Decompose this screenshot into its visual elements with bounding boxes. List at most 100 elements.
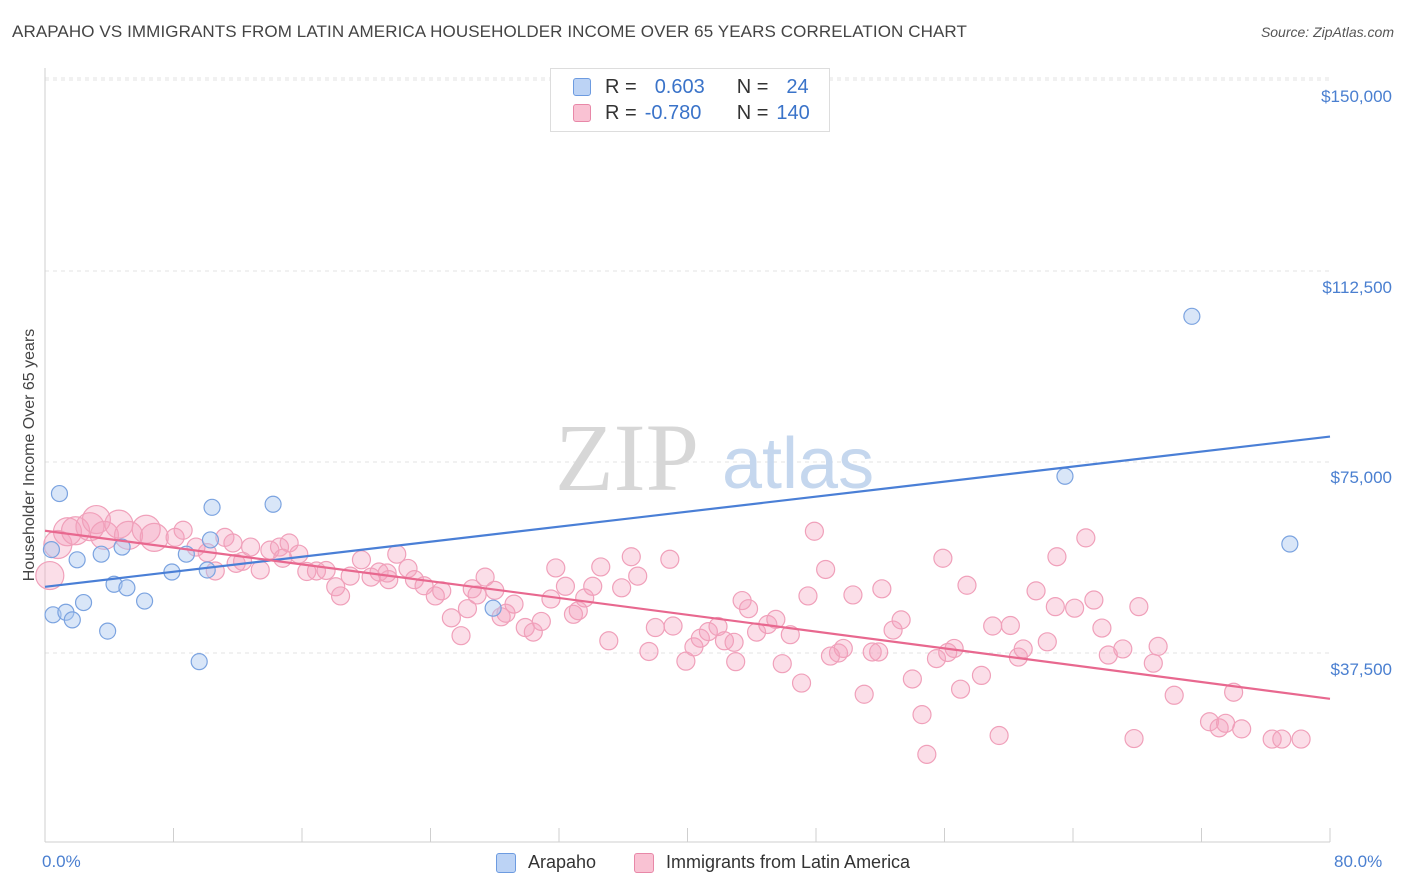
data-point-immigrants xyxy=(326,577,346,597)
data-point-immigrants xyxy=(441,608,461,628)
trend-line-arapaho xyxy=(44,435,1331,588)
data-point-arapaho xyxy=(118,579,136,597)
data-point-immigrants xyxy=(663,616,683,636)
data-point-arapaho xyxy=(484,599,502,617)
data-point-immigrants xyxy=(1272,729,1292,749)
x-tick-label-max: 80.0% xyxy=(1334,852,1383,871)
data-point-immigrants xyxy=(451,626,471,646)
data-point-immigrants xyxy=(698,622,718,642)
data-point-immigrants xyxy=(1065,598,1085,618)
data-point-immigrants xyxy=(269,537,290,557)
data-point-arapaho xyxy=(135,592,154,610)
data-point-immigrants xyxy=(583,576,603,596)
legend-swatch-arapaho xyxy=(573,78,591,96)
y-tick-label: $112,500 xyxy=(1322,278,1392,297)
watermark: ZIP atlas xyxy=(555,404,874,511)
data-point-immigrants xyxy=(531,611,551,632)
legend-item-immigrants: Immigrants from Latin America xyxy=(634,852,910,873)
data-point-immigrants xyxy=(843,585,863,605)
data-point-immigrants xyxy=(950,679,971,699)
data-point-immigrants xyxy=(820,646,841,666)
data-point-arapaho xyxy=(50,484,69,503)
data-point-arapaho xyxy=(190,653,208,671)
axes xyxy=(44,68,1331,843)
data-point-immigrants xyxy=(738,599,759,619)
r-value: 0.603 xyxy=(654,75,705,98)
r-label: R = xyxy=(605,101,637,124)
data-point-immigrants xyxy=(81,504,112,535)
data-point-immigrants xyxy=(628,566,648,586)
data-point-immigrants xyxy=(708,616,728,637)
data-point-immigrants xyxy=(1047,547,1067,567)
data-point-immigrants xyxy=(1215,713,1236,733)
data-point-immigrants xyxy=(989,725,1009,746)
data-point-immigrants xyxy=(546,558,566,578)
data-point-immigrants xyxy=(660,549,680,569)
data-point-immigrants xyxy=(724,632,744,652)
data-point-immigrants xyxy=(676,651,696,671)
data-point-immigrants xyxy=(35,560,65,591)
data-point-immigrants xyxy=(791,673,812,693)
data-point-immigrants xyxy=(1045,597,1065,617)
data-point-immigrants xyxy=(1129,597,1149,617)
data-point-immigrants xyxy=(869,642,889,662)
data-point-immigrants xyxy=(289,544,309,564)
data-point-immigrants xyxy=(926,649,947,669)
data-point-immigrants xyxy=(1143,653,1163,673)
series-arapaho xyxy=(42,307,1299,671)
data-point-immigrants xyxy=(971,665,992,686)
series-immigrants xyxy=(35,504,1311,764)
data-point-immigrants xyxy=(933,548,953,568)
data-point-immigrants xyxy=(250,560,270,580)
y-tick-label: $75,000 xyxy=(1330,468,1392,487)
data-point-immigrants xyxy=(1098,645,1118,665)
data-point-immigrants xyxy=(1076,528,1096,548)
data-point-immigrants xyxy=(1124,728,1144,749)
data-point-immigrants xyxy=(523,622,543,642)
data-point-arapaho xyxy=(99,622,117,640)
trend-line-immigrants xyxy=(44,529,1331,700)
data-point-arapaho xyxy=(68,551,86,569)
chart-title: ARAPAHO VS IMMIGRANTS FROM LATIN AMERICA… xyxy=(12,22,967,41)
data-point-arapaho xyxy=(201,531,220,549)
trend-lines xyxy=(44,435,1331,700)
data-point-immigrants xyxy=(1013,639,1033,659)
data-point-immigrants xyxy=(599,631,619,651)
legend-swatch-immigrants xyxy=(573,104,591,122)
data-point-immigrants xyxy=(917,744,937,764)
data-point-immigrants xyxy=(883,620,903,640)
data-point-immigrants xyxy=(377,563,397,583)
data-point-immigrants xyxy=(766,609,786,629)
data-point-immigrants xyxy=(425,586,445,606)
data-point-immigrants xyxy=(891,610,911,630)
y-axis-title: Householder Income Over 65 years xyxy=(21,328,38,582)
data-point-immigrants xyxy=(912,705,932,725)
data-point-immigrants xyxy=(297,561,317,582)
legend-label: Arapaho xyxy=(528,852,597,872)
data-point-immigrants xyxy=(621,547,641,567)
data-point-arapaho xyxy=(1281,535,1299,553)
legend-row-immigrants: R = -0.780 N = 140 xyxy=(573,101,810,125)
data-point-arapaho xyxy=(264,495,282,513)
y-tick-label: $150,000 xyxy=(1321,87,1392,106)
legend-row-arapaho: R = 0.603 N = 24 xyxy=(573,75,809,99)
data-point-immigrants xyxy=(645,617,665,638)
data-point-immigrants xyxy=(1291,729,1311,749)
data-point-arapaho xyxy=(1183,307,1201,325)
data-point-immigrants xyxy=(591,557,611,577)
data-point-immigrants xyxy=(1037,632,1057,652)
data-point-immigrants xyxy=(568,601,588,621)
data-point-immigrants xyxy=(1084,590,1104,610)
data-point-immigrants xyxy=(1232,719,1252,739)
data-point-immigrants xyxy=(957,575,977,595)
data-point-immigrants xyxy=(983,616,1003,636)
watermark-zip: ZIP xyxy=(555,404,699,511)
data-point-arapaho xyxy=(42,541,61,559)
data-point-immigrants xyxy=(690,628,710,648)
data-point-immigrants xyxy=(241,537,261,557)
data-point-immigrants xyxy=(1026,581,1046,601)
legend-swatch-immigrants xyxy=(634,852,654,873)
data-point-arapaho xyxy=(44,606,62,624)
data-point-immigrants xyxy=(804,521,824,541)
